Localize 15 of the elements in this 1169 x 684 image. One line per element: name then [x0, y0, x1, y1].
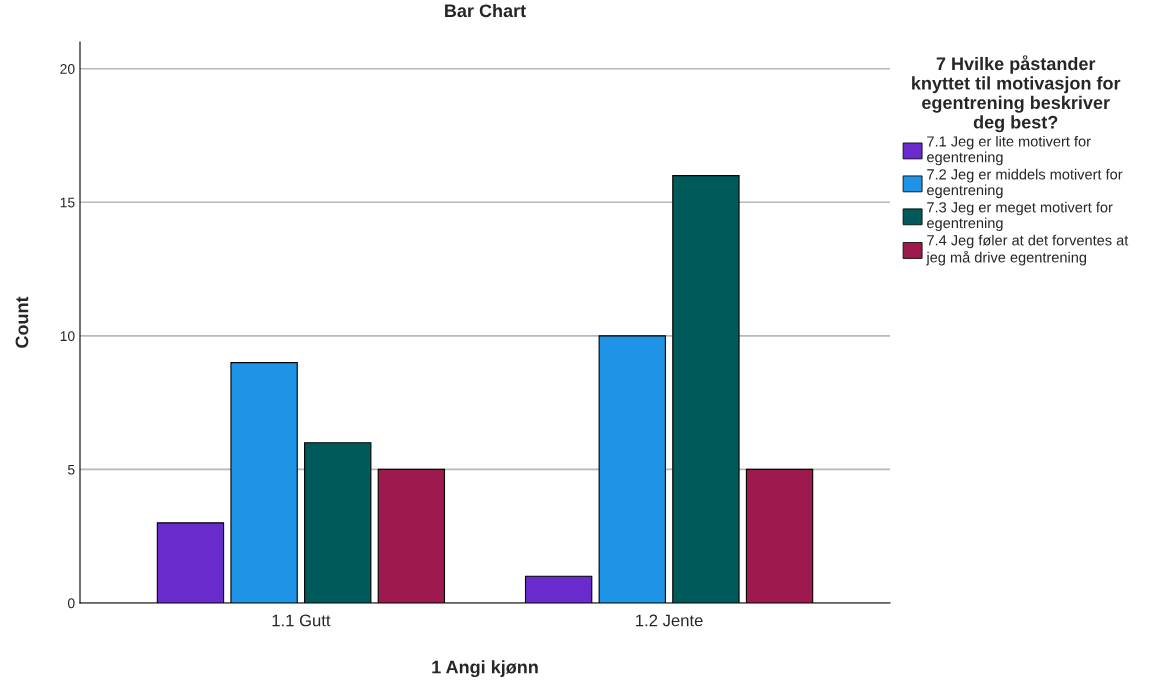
- y-tick-label: 10: [60, 331, 75, 342]
- y-tick-label: 5: [67, 464, 75, 475]
- legend-title: 7 Hvilke påstander knyttet til motivasjon for egentrening beskriver deg best?: [912, 55, 1121, 133]
- y-tick-label: 15: [60, 197, 75, 208]
- y-tick-label: 20: [60, 64, 75, 74]
- legend-label: 7.1 Jeg er lite motivert for egentrening: [927, 135, 1091, 166]
- chart-title: Bar Chart: [445, 3, 526, 18]
- legend-label: 7.3 Jeg er meget motivert for egentrening: [927, 201, 1113, 232]
- y-tick-label: 0: [67, 598, 75, 609]
- x-tick-label: 1.1 Gutt: [272, 614, 331, 627]
- legend-label: 7.4 Jeg føler at det forventes at jeg må drive egentrening: [926, 234, 1129, 266]
- x-axis-title: 1 Angi kjønn: [432, 660, 538, 678]
- legend-label: 7.2 Jeg er middels motivert for egentrening: [927, 168, 1123, 199]
- y-axis-title: Count: [15, 296, 29, 348]
- x-tick-label: 1.2 Jente: [636, 614, 703, 627]
